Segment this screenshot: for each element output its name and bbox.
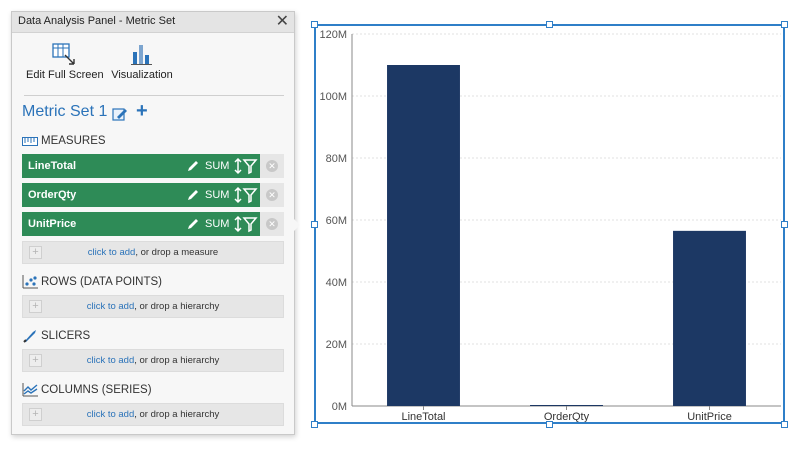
- click-to-add-link[interactable]: click to add: [87, 247, 136, 258]
- aggregation-label[interactable]: SUM: [205, 218, 230, 230]
- resize-handle-top[interactable]: [546, 21, 553, 28]
- dropzone-hint: , or drop a hierarchy: [134, 355, 220, 366]
- dropzone-text: click to add, or drop a hierarchy: [23, 301, 283, 312]
- slicers-dropzone[interactable]: + click to add, or drop a hierarchy: [22, 349, 284, 372]
- rows-section-title: ROWS (DATA POINTS): [41, 276, 162, 288]
- bar-chart: 0M 20M 40M 60M 80M 100M 120M LineTotal OrderQty U…: [319, 29, 781, 422]
- remove-measure-button[interactable]: ✕: [260, 154, 284, 178]
- edit-full-screen-button[interactable]: Edit Full Screen: [26, 42, 104, 81]
- pencil-icon[interactable]: [186, 217, 200, 231]
- remove-icon: ✕: [266, 189, 278, 201]
- sort-filter-icon[interactable]: [234, 157, 258, 175]
- resize-handle-top-left[interactable]: [311, 21, 318, 28]
- remove-measure-button[interactable]: ✕: [260, 183, 284, 207]
- slicers-section-header: SLICERS: [22, 329, 90, 343]
- sort-filter-icon[interactable]: [234, 186, 258, 204]
- close-icon[interactable]: ✕: [275, 13, 289, 30]
- resize-handle-top-right[interactable]: [781, 21, 788, 28]
- bar[interactable]: [673, 230, 746, 406]
- panel-title: Data Analysis Panel - Metric Set: [18, 15, 176, 27]
- divider: [24, 95, 284, 96]
- chart-bars: [387, 65, 746, 406]
- y-tick-label: 60M: [326, 215, 347, 227]
- add-slicer-icon[interactable]: +: [29, 354, 42, 367]
- measure-chip[interactable]: UnitPrice SUM: [22, 212, 260, 236]
- remove-icon: ✕: [266, 160, 278, 172]
- resize-handle-bottom-right[interactable]: [781, 421, 788, 428]
- resize-handle-bottom[interactable]: [546, 421, 553, 428]
- y-tick-label: 40M: [326, 277, 347, 289]
- sort-filter-icon[interactable]: [234, 215, 258, 233]
- dropzone-hint: , or drop a measure: [135, 247, 219, 258]
- panel-pointer: [293, 218, 300, 232]
- slicer-knife-icon: [23, 330, 36, 343]
- bar-chart-icon: [131, 45, 152, 65]
- edit-name-icon[interactable]: [112, 106, 128, 122]
- columns-dropzone[interactable]: + click to add, or drop a hierarchy: [22, 403, 284, 426]
- measure-dropzone[interactable]: + click to add, or drop a measure: [22, 241, 284, 264]
- edit-full-screen-icon: [52, 43, 75, 65]
- x-tick-label: UnitPrice: [687, 411, 732, 422]
- bar[interactable]: [387, 65, 460, 406]
- measure-name: OrderQty: [28, 189, 77, 201]
- y-tick-label: 0M: [332, 401, 347, 413]
- remove-measure-button[interactable]: ✕: [260, 212, 284, 236]
- dropzone-hint: , or drop a hierarchy: [134, 409, 220, 420]
- remove-icon: ✕: [266, 218, 278, 230]
- x-tick-label: LineTotal: [401, 411, 445, 422]
- click-to-add-link[interactable]: click to add: [86, 409, 135, 420]
- series-line-icon: [22, 383, 38, 397]
- click-to-add-link[interactable]: click to add: [86, 301, 135, 312]
- columns-section-header: COLUMNS (SERIES): [22, 383, 152, 397]
- add-row-icon[interactable]: +: [29, 300, 42, 313]
- y-tick-label: 80M: [326, 153, 347, 165]
- resize-handle-left[interactable]: [311, 221, 318, 228]
- measures-ruler-icon: [22, 136, 38, 146]
- resize-handle-right[interactable]: [781, 221, 788, 228]
- measure-item: OrderQty SUM ✕: [22, 183, 284, 207]
- aggregation-label[interactable]: SUM: [205, 189, 230, 201]
- dropzone-text: click to add, or drop a hierarchy: [23, 409, 283, 420]
- slicers-section-title: SLICERS: [41, 330, 91, 342]
- panel-titlebar[interactable]: Data Analysis Panel - Metric Set ✕: [12, 12, 294, 33]
- add-column-icon[interactable]: +: [29, 408, 42, 421]
- measure-item: LineTotal SUM ✕: [22, 154, 284, 178]
- rows-section-header: ROWS (DATA POINTS): [22, 275, 162, 289]
- columns-section-title: COLUMNS (SERIES): [41, 384, 152, 396]
- pencil-icon[interactable]: [186, 159, 200, 173]
- y-tick-label: 20M: [326, 339, 347, 351]
- x-tick-label: OrderQty: [544, 411, 590, 422]
- rows-dropzone[interactable]: + click to add, or drop a hierarchy: [22, 295, 284, 318]
- metric-set-title[interactable]: Metric Set 1: [22, 103, 108, 120]
- click-to-add-link[interactable]: click to add: [86, 355, 135, 366]
- measure-chip[interactable]: LineTotal SUM: [22, 154, 260, 178]
- bar[interactable]: [530, 405, 603, 406]
- add-icon[interactable]: +: [136, 100, 148, 122]
- data-analysis-panel: Data Analysis Panel - Metric Set ✕ Edit …: [11, 11, 295, 435]
- y-tick-label: 100M: [319, 91, 347, 103]
- measures-section-header: MEASURES: [22, 135, 106, 147]
- measure-name: LineTotal: [28, 160, 77, 172]
- visualization-button[interactable]: Visualization: [110, 42, 174, 81]
- resize-handle-bottom-left[interactable]: [311, 421, 318, 428]
- measures-section-title: MEASURES: [41, 135, 106, 147]
- chart-labels: 0M 20M 40M 60M 80M 100M 120M LineTotal OrderQty U…: [319, 29, 731, 422]
- pencil-icon[interactable]: [186, 188, 200, 202]
- dropzone-text: click to add, or drop a measure: [23, 247, 283, 258]
- measure-item: UnitPrice SUM ✕: [22, 212, 284, 236]
- add-measure-icon[interactable]: +: [29, 246, 42, 259]
- y-tick-label: 120M: [319, 29, 347, 41]
- measure-name: UnitPrice: [28, 218, 77, 230]
- dropzone-hint: , or drop a hierarchy: [134, 301, 220, 312]
- measure-chip[interactable]: OrderQty SUM: [22, 183, 260, 207]
- visualization-label: Visualization: [111, 69, 173, 81]
- aggregation-label[interactable]: SUM: [205, 160, 230, 172]
- dropzone-text: click to add, or drop a hierarchy: [23, 355, 283, 366]
- edit-full-screen-label: Edit Full Screen: [26, 69, 104, 81]
- scatter-icon: [22, 275, 38, 289]
- chart-container[interactable]: 0M 20M 40M 60M 80M 100M 120M LineTotal OrderQty U…: [314, 24, 785, 424]
